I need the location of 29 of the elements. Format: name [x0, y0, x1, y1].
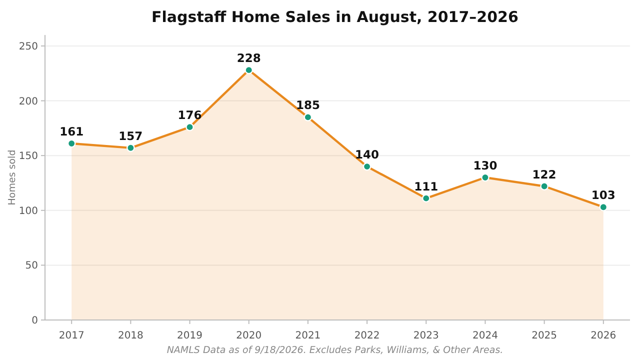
chart-title: Flagstaff Home Sales in August, 2017–2026 [152, 8, 518, 26]
text: NAMLS Data as of 9/18/2026. Excludes Parks, Williams, & Other Areas. [166, 345, 504, 356]
x-tick-label: 2021 [295, 330, 321, 342]
data-label: 140 [355, 148, 380, 162]
x-tick-label: 2023 [413, 330, 439, 342]
data-label: 228 [236, 51, 261, 66]
data-label: 111 [414, 179, 438, 194]
data-label: 161 [60, 124, 84, 139]
x-tick-label: 2017 [58, 330, 84, 342]
x-tick-label: 2022 [354, 330, 380, 342]
x-tick-label: 2020 [236, 330, 262, 342]
x-tick-label: 2019 [177, 330, 202, 342]
data-label: 185 [296, 98, 320, 112]
y-axis-title: Homes sold [7, 150, 18, 206]
y-tick-label: 200 [18, 96, 38, 108]
y-tick-label: 150 [18, 151, 38, 162]
x-tick-label: 2025 [532, 330, 558, 342]
x-tick-label: 2026 [590, 330, 616, 342]
y-tick-label: 250 [18, 41, 38, 52]
data-label: 130 [473, 158, 498, 172]
data-label: 157 [118, 128, 143, 143]
x-tick-label: 2024 [472, 330, 498, 342]
y-tick-label: 0 [32, 316, 38, 326]
data-label: 103 [591, 188, 616, 202]
data-label: 122 [532, 167, 556, 182]
y-tick-label: 100 [18, 206, 38, 217]
y-tick-label: 50 [25, 260, 38, 272]
data-label: 176 [178, 108, 202, 122]
x-tick-label: 2018 [118, 330, 144, 342]
